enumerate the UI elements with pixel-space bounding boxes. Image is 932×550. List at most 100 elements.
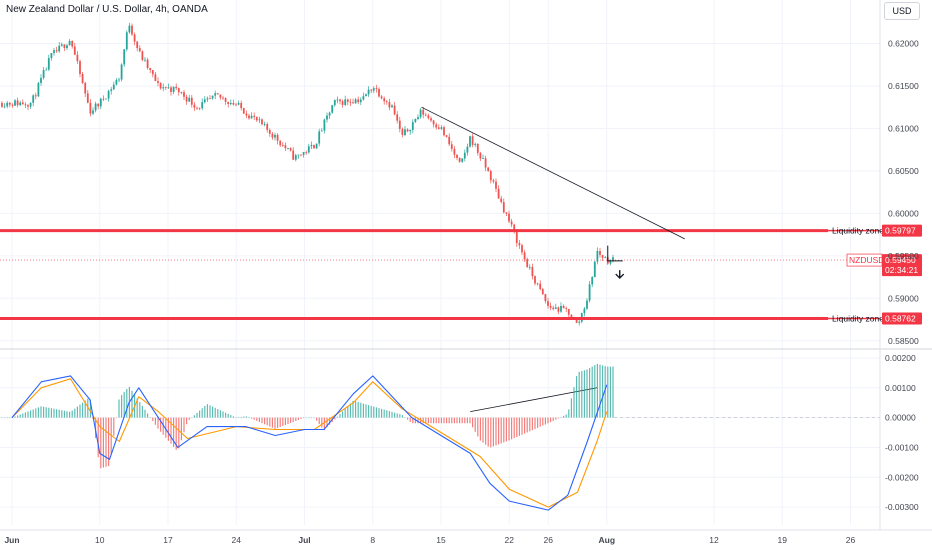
time-tick-6: 15: [436, 535, 446, 545]
candle-body-104: [271, 133, 274, 138]
histogram-bar-172: [448, 417, 450, 424]
histogram-bar-192: [500, 417, 502, 444]
candle-body-191: [497, 188, 500, 199]
candle-body-183: [476, 143, 479, 153]
histogram-bar-59: [154, 417, 156, 425]
candle-body-7: [19, 102, 22, 106]
candle-body-212: [552, 307, 555, 309]
candle-body-194: [505, 212, 508, 214]
candle-body-109: [284, 145, 287, 149]
candle-body-113: [294, 155, 297, 160]
histogram-bar-184: [479, 417, 481, 441]
candle-body-43: [112, 84, 115, 90]
histogram-bar-175: [456, 417, 458, 424]
candle-body-87: [227, 101, 230, 105]
candle-body-217: [565, 308, 568, 310]
candle-body-198: [515, 231, 518, 244]
histogram-bar-190: [495, 417, 497, 446]
candle-body-103: [268, 129, 271, 134]
candle-body-202: [526, 259, 529, 267]
time-tick-5: 8: [370, 535, 375, 545]
candle-body-187: [487, 167, 490, 172]
candle-body-169: [440, 127, 443, 129]
histogram-bar-218: [568, 409, 570, 418]
histogram-bar-91: [238, 417, 240, 418]
candle-body-209: [544, 294, 547, 302]
candle-body-214: [557, 307, 560, 312]
time-tick-7: 22: [505, 535, 515, 545]
histogram-bar-166: [433, 417, 435, 424]
candle-body-156: [406, 129, 409, 132]
candle-body-120: [313, 145, 315, 149]
histogram-bar-102: [266, 417, 268, 426]
candle-body-195: [508, 213, 510, 222]
histogram-bar-180: [469, 417, 471, 424]
candle-body-147: [383, 98, 386, 102]
histogram-bar-130: [339, 414, 341, 418]
candle-body-6: [16, 100, 19, 106]
histogram-bar-14: [37, 407, 39, 418]
histogram-bar-231: [602, 365, 604, 418]
candle-body-47: [123, 49, 126, 65]
candle-body-91: [237, 102, 240, 105]
histogram-bar-15: [40, 406, 42, 418]
candle-body-219: [570, 314, 573, 319]
histogram-bar-73: [191, 417, 193, 419]
candle-body-85: [222, 97, 224, 99]
candle-body-172: [448, 136, 451, 145]
histogram-bar-117: [305, 417, 307, 419]
histogram-bar-55: [144, 409, 146, 418]
candle-body-189: [492, 180, 495, 182]
candle-body-149: [388, 102, 391, 108]
time-tick-9: Aug: [598, 535, 615, 545]
candle-body-234: [609, 260, 612, 264]
candle-body-14: [37, 82, 40, 97]
candle-body-52: [136, 41, 139, 49]
histogram-bar-70: [183, 417, 185, 433]
liquidity-zone-label-0: Liquidity zone: [832, 226, 884, 236]
candle-body-139: [362, 96, 365, 100]
candle-body-73: [190, 97, 193, 105]
candle-body-182: [474, 143, 477, 145]
histogram-bar-40: [105, 417, 107, 467]
histogram-bar-30: [79, 404, 81, 418]
liquidity-zone-value-0: 0.59797: [885, 226, 916, 236]
level-bracket: [607, 245, 623, 262]
histogram-bar-167: [435, 417, 437, 424]
histogram-bar-27: [71, 410, 73, 418]
currency-button[interactable]: USD: [884, 2, 920, 20]
candles: [1, 22, 614, 326]
candle-body-199: [518, 243, 521, 246]
candle-body-76: [198, 107, 201, 109]
chart-title: New Zealand Dollar / U.S. Dollar, 4h, OA…: [6, 4, 208, 15]
histogram-bar-106: [277, 417, 279, 429]
candle-body-151: [393, 105, 396, 115]
current-price-tag: [882, 254, 922, 277]
histogram-bar-54: [141, 405, 143, 418]
histogram-bar-202: [526, 417, 528, 433]
candle-body-118: [307, 146, 310, 153]
histogram-bar-89: [232, 416, 234, 418]
histogram-bar-17: [45, 407, 47, 418]
candle-body-227: [591, 277, 594, 285]
bar-countdown: 02:34:21: [885, 265, 918, 275]
candle-body-27: [71, 40, 74, 47]
liquidity-zone-tag-1: [882, 312, 922, 325]
candle-body-96: [250, 115, 253, 119]
candle-body-232: [604, 257, 607, 259]
candle-body-20: [53, 50, 55, 54]
candle-body-206: [536, 283, 539, 285]
histogram-bar-152: [396, 413, 398, 418]
histogram-bar-137: [357, 402, 359, 418]
histogram-bar-219: [570, 398, 572, 418]
candle-body-180: [469, 136, 471, 147]
histogram-bar-210: [547, 417, 549, 424]
candle-body-192: [500, 198, 503, 203]
histogram-bar-112: [292, 417, 294, 422]
candle-body-19: [50, 53, 53, 59]
candle-body-62: [162, 87, 165, 89]
candle-body-163: [424, 114, 427, 116]
histogram-bar-194: [505, 417, 507, 442]
histogram-bar-181: [472, 417, 474, 428]
